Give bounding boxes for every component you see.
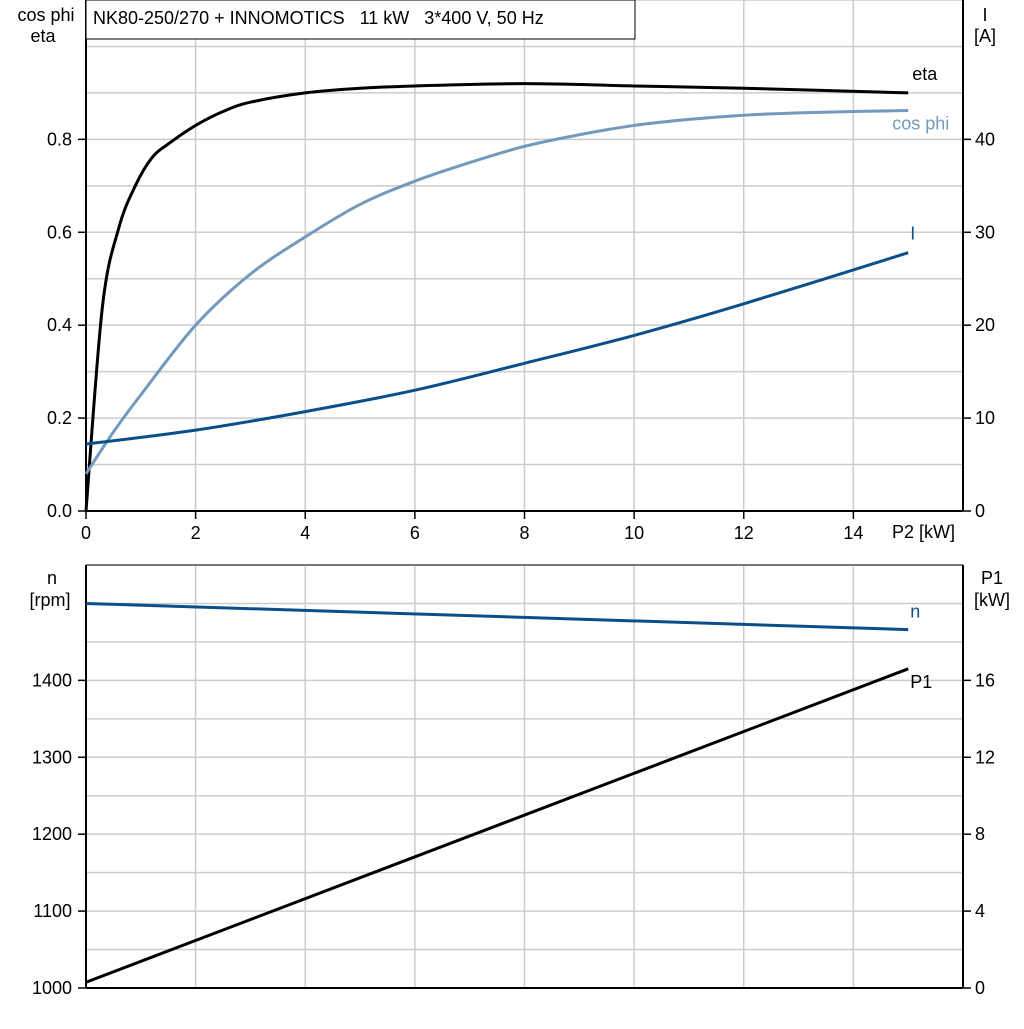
series-line-n [85, 601, 909, 632]
series-line-eta [84, 82, 909, 512]
right-tick-label: 0 [975, 978, 985, 998]
x-tick-label: 4 [300, 523, 310, 543]
right-tick-label: 30 [975, 222, 995, 242]
left-tick-label: 0.6 [47, 222, 72, 242]
bottom-right-ylabel-2: [kW] [974, 590, 1010, 610]
top-xlabel: P2 [kW] [892, 522, 955, 542]
series-label-p1: P1 [910, 672, 932, 692]
left-tick-label: 0.8 [47, 129, 72, 149]
x-tick-label: 8 [519, 523, 529, 543]
bottom-left-ylabel-1: n [47, 568, 57, 588]
top-left-ylabel-2: eta [30, 26, 56, 46]
right-tick-label: 10 [975, 408, 995, 428]
bottom-right-ylabel-1: P1 [981, 568, 1003, 588]
right-tick-label: 12 [975, 747, 995, 767]
bottom-left-ylabel-2: [rpm] [29, 590, 70, 610]
top-left-ylabel-1: cos phi [17, 5, 74, 25]
series-label-i: I [910, 224, 915, 244]
right-tick-label: 20 [975, 315, 995, 335]
chart-title: NK80-250/270 + INNOMOTICS 11 kW 3*400 V,… [93, 8, 544, 28]
right-tick-label: 16 [975, 670, 995, 690]
series-label-n: n [910, 602, 920, 622]
x-tick-label: 6 [410, 523, 420, 543]
left-tick-label: 1400 [32, 670, 72, 690]
right-tick-label: 4 [975, 901, 985, 921]
series-label-eta: eta [912, 64, 938, 84]
left-tick-label: 0.0 [47, 501, 72, 521]
left-tick-label: 1200 [32, 824, 72, 844]
series-label-cos-phi: cos phi [892, 114, 949, 134]
series-line-p1 [85, 667, 909, 984]
left-tick-label: 0.4 [47, 315, 72, 335]
right-tick-label: 40 [975, 129, 995, 149]
series-line-i [85, 251, 909, 446]
left-tick-label: 1300 [32, 747, 72, 767]
x-tick-label: 10 [624, 523, 644, 543]
left-tick-label: 1100 [33, 901, 72, 921]
top-right-ylabel-1: I [982, 5, 987, 25]
x-tick-label: 12 [734, 523, 754, 543]
left-tick-label: 0.2 [47, 408, 72, 428]
x-tick-label: 0 [81, 523, 91, 543]
right-tick-label: 8 [975, 824, 985, 844]
right-tick-label: 0 [975, 501, 985, 521]
series-line-cos-phi [84, 109, 909, 475]
title-box [85, 0, 636, 40]
top-right-ylabel-2: [A] [974, 26, 996, 46]
left-tick-label: 1000 [32, 978, 72, 998]
x-tick-label: 14 [843, 523, 863, 543]
x-tick-label: 2 [191, 523, 201, 543]
